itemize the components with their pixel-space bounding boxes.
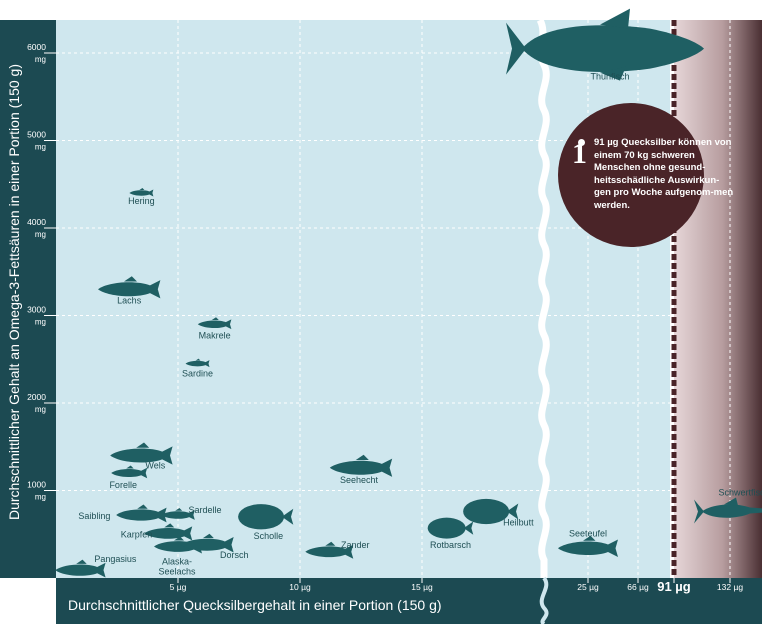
point-label: Alaska-Seelachs — [158, 557, 196, 577]
fish-point: Seeteufel — [558, 528, 618, 557]
fish-point: Sardine — [182, 358, 213, 379]
point-label: Sardelle — [188, 505, 221, 515]
point-label: Hering — [128, 196, 155, 206]
x-tick-label: 66 µg — [627, 582, 649, 592]
threshold-tick-label: 91 µg — [657, 579, 691, 594]
grid-lines — [56, 20, 731, 578]
y-ticks: 1000 mg 2000 mg 3000 mg 4000 mg 5000 mg 6000 mg — [27, 42, 56, 502]
y-tick-unit: mg — [35, 493, 46, 502]
point-label: Saibling — [78, 511, 110, 521]
y-tick-unit: mg — [35, 318, 46, 327]
x-axis-tick-strip — [548, 578, 762, 598]
point-label: Dorsch — [220, 550, 249, 560]
point-label: Karpfen — [121, 529, 153, 539]
y-tick-unit: mg — [35, 55, 46, 64]
x-tick-label: 10 µg — [289, 582, 311, 592]
point-label: Makrele — [199, 330, 231, 340]
plot-background — [56, 20, 670, 578]
y-tick-unit: mg — [35, 230, 46, 239]
callout-dot-icon — [578, 139, 585, 146]
callout-number: 1 — [572, 137, 587, 170]
fish-point: Alaska-Seelachs — [154, 536, 202, 577]
fish-point: Rotbarsch — [427, 517, 474, 550]
x-tick-label: 15 µg — [411, 582, 433, 592]
fish-point: Saibling — [78, 504, 167, 523]
y-tick-unit: mg — [35, 405, 46, 414]
fish-point: Lachs — [98, 276, 161, 305]
y-axis-bar — [0, 20, 56, 578]
x-ticks: 5 µg 10 µg 15 µg 25 µg 66 µg 91 µg 132 µg — [170, 578, 743, 594]
fish-point: Zander — [305, 540, 370, 559]
y-tick-label: 1000 — [27, 480, 46, 490]
point-label: Rotbarsch — [430, 540, 471, 550]
point-label: Lachs — [117, 295, 142, 305]
y-axis-title: Durchschnittlicher Gehalt an Omega-3-Fet… — [6, 64, 22, 520]
data-points: Hering Lachs Makrele Sardine Wels Forelle Seeh… — [55, 8, 762, 578]
y-tick-unit: mg — [35, 143, 46, 152]
point-label: Seehecht — [340, 475, 379, 485]
axis-break-bottom — [539, 576, 549, 624]
point-label: Seeteufel — [569, 528, 607, 538]
fish-point: Sardelle — [161, 505, 222, 520]
axis-break — [536, 18, 550, 578]
fish-point: Hering — [128, 188, 155, 206]
point-label: Pangasius — [94, 554, 137, 564]
threshold-region — [674, 20, 762, 578]
point-label: Wels — [145, 461, 165, 471]
fish-point: Dorsch — [180, 533, 249, 560]
fish-point: Heilbutt — [463, 498, 534, 528]
fish-point: Karpfen — [121, 523, 193, 541]
point-label: Schwertfisch — [718, 488, 762, 498]
y-tick-label: 2000 — [27, 392, 46, 402]
point-label: Scholle — [254, 531, 284, 541]
info-callout: 1 91 µg Quecksilber können von einem 70 … — [558, 103, 733, 247]
fish-point: Makrele — [197, 317, 232, 340]
x-tick-label: 5 µg — [170, 582, 187, 592]
fish-point: Schwertfisch — [694, 488, 762, 524]
x-axis-title: Durchschnittlicher Quecksilbergehalt in … — [68, 597, 442, 613]
point-label: Thunfisch — [590, 72, 629, 82]
y-tick-label: 4000 — [27, 217, 46, 227]
y-tick-label: 3000 — [27, 305, 46, 315]
y-tick-label: 6000 — [27, 42, 46, 52]
callout-text: 91 µg Quecksilber können von einem 70 kg… — [594, 137, 734, 211]
fish-point: Wels — [110, 442, 173, 471]
point-label: Zander — [341, 540, 370, 550]
x-tick-label: 25 µg — [577, 582, 599, 592]
point-label: Heilbutt — [503, 518, 534, 528]
x-tick-label: 132 µg — [717, 582, 743, 592]
point-label: Sardine — [182, 369, 213, 379]
fish-point: Forelle — [109, 465, 148, 490]
y-tick-label: 5000 — [27, 130, 46, 140]
fish-point: Scholle — [238, 504, 294, 541]
point-label: Forelle — [109, 480, 137, 490]
fish-point: Thunfisch — [506, 8, 704, 82]
fish-point: Seehecht — [329, 454, 393, 485]
fish-point: Pangasius — [55, 554, 137, 578]
